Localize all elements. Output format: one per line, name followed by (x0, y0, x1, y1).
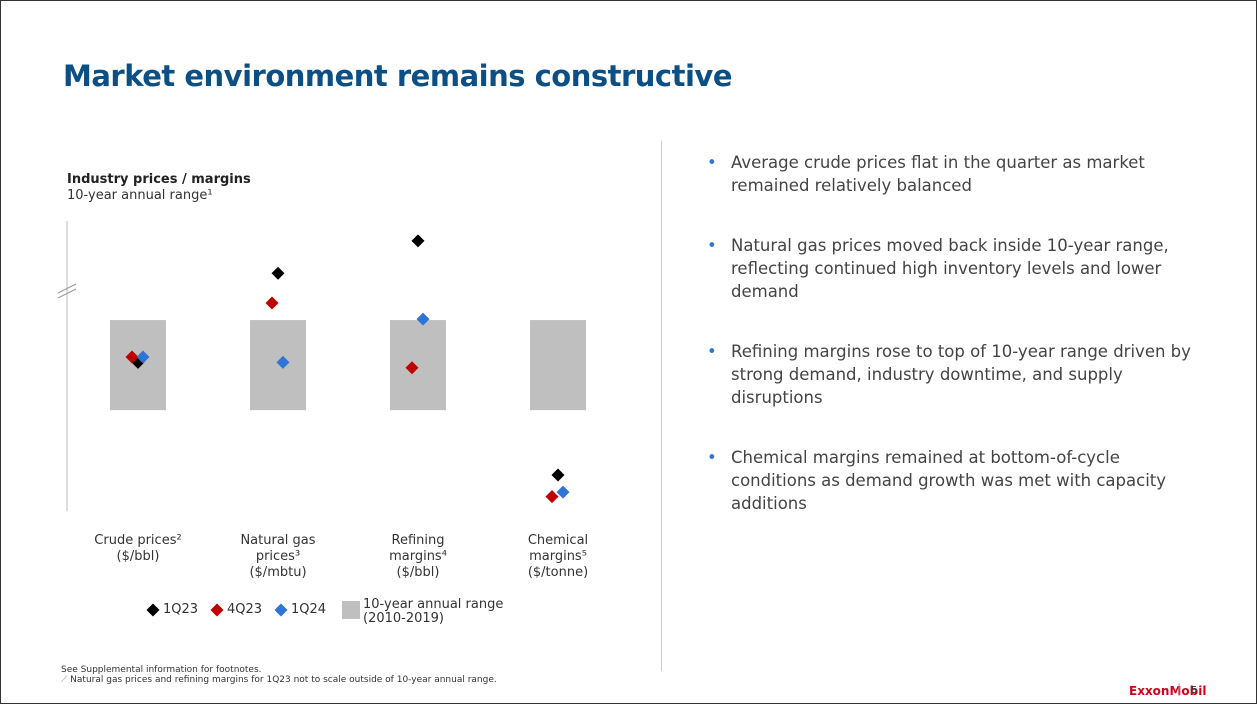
chart-title: Industry prices / margins (67, 172, 251, 187)
footnote-text: Natural gas prices and refining margins … (70, 675, 497, 685)
footnote: See Supplemental information for footnot… (61, 665, 262, 675)
axis-break (57, 283, 77, 294)
logo: ExxonMobil (1129, 684, 1207, 698)
marker (405, 361, 419, 375)
legend-label: 1Q24 (291, 602, 327, 617)
marker (125, 350, 139, 364)
bullet: Refining margins rose to top of 10-year … (707, 340, 1207, 409)
x-tick-label: Refining margins⁴ ($/bbl) (389, 533, 447, 580)
page-number: 5 (1191, 685, 1198, 696)
legend-label: 10-year annual range (2010-2019) (363, 597, 504, 626)
legend-marker (274, 603, 288, 617)
chart-subtitle: 10-year annual range¹ (67, 188, 213, 203)
marker (265, 296, 279, 310)
range-bar (250, 320, 306, 411)
x-tick-label: Crude prices² ($/bbl) (94, 533, 182, 564)
range-bar (530, 320, 586, 411)
x-tick-label: Natural gas prices³ ($/mbtu) (240, 533, 316, 580)
chart (57, 221, 586, 619)
legend-swatch (342, 601, 360, 619)
marker (136, 350, 150, 364)
separator: | (1177, 682, 1182, 696)
legend-label: 4Q23 (227, 602, 263, 617)
bullet: Natural gas prices moved back inside 10-… (707, 234, 1207, 303)
x-tick-label: Chemical margins⁵ ($/tonne) (527, 533, 589, 580)
bullet: Chemical margins remained at bottom-of-c… (707, 446, 1207, 515)
marker (416, 312, 430, 326)
divider (661, 141, 662, 671)
bullet: Average crude prices flat in the quarter… (707, 151, 1207, 197)
legend-label: 1Q23 (163, 602, 199, 617)
marker (556, 485, 570, 499)
bullet-list: Average crude prices flat in the quarter… (707, 151, 1207, 552)
marker (271, 266, 285, 280)
marker (276, 355, 290, 369)
legend-marker (210, 603, 224, 617)
axis-break (57, 288, 77, 299)
marker (551, 468, 565, 482)
range-bar (390, 320, 446, 411)
marker (545, 490, 559, 504)
footnotes: See Supplemental information for footnot… (61, 665, 497, 685)
marker (411, 234, 425, 248)
slide-title: Market environment remains constructive (63, 59, 732, 93)
footnote: ⟋ Natural gas prices and refining margin… (61, 675, 497, 685)
legend-marker (146, 603, 160, 617)
